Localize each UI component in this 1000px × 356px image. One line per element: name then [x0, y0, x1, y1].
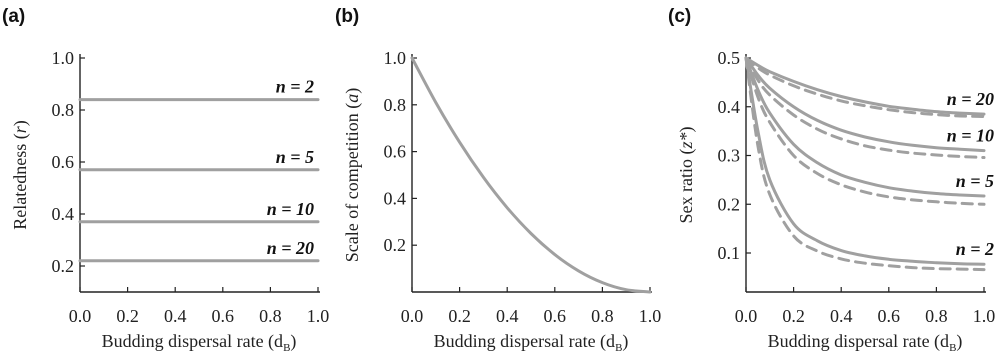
panel-c-y-axis-label: Sex ratio (z*) — [676, 127, 697, 224]
panel-c-y-tick-label: 0.4 — [718, 97, 741, 117]
panel-c-y-tick-label: 0.5 — [718, 48, 741, 68]
panel-c-series-label: n = 5 — [956, 171, 994, 191]
panel-c-series-line — [744, 56, 986, 206]
panel-a-letter: (a) — [2, 6, 25, 27]
panel-b-y-tick-label: 0.2 — [384, 235, 407, 255]
panel-c-y-tick-label: 0.3 — [718, 146, 741, 166]
panel-a-x-tick-label: 0.0 — [69, 306, 92, 326]
panel-a-y-tick-label: 0.2 — [52, 256, 75, 276]
panel-a-x-axis-label: Budding dispersal rate (dB) — [102, 331, 297, 354]
panel-c-letter: (c) — [668, 6, 691, 27]
panel-a-x-tick-label: 0.8 — [259, 306, 282, 326]
panel-b-x-tick-label: 1.0 — [639, 306, 662, 326]
panel-a-chart: 0.0 0.2 0.4 0.6 0.8 1.0 0.2 0.4 0.6 0.8 1.0 Budding… — [10, 48, 329, 354]
panel-c-y-tick-label: 0.2 — [718, 194, 741, 214]
panel-a-x-tick-label: 1.0 — [307, 306, 330, 326]
panel-b-x-tick-label: 0.0 — [401, 306, 424, 326]
panel-b-chart: 0.0 0.2 0.4 0.6 0.8 1.0 0.2 0.4 0.6 0.8 1.0 Budding… — [342, 48, 661, 354]
panel-a-y-tick-label: 0.4 — [52, 204, 75, 224]
panel-c-x-tick-label: 0.6 — [878, 306, 901, 326]
panel-b-x-tick-label: 0.6 — [544, 306, 567, 326]
panel-c-x-axis-label: Budding dispersal rate (dB) — [768, 331, 963, 354]
panel-c-x-tick-label: 0.4 — [830, 306, 853, 326]
panel-a-x-tick-label: 0.6 — [212, 306, 235, 326]
panel-b-y-tick-label: 0.4 — [384, 188, 407, 208]
panel-c-x-tick-label: 0.8 — [925, 306, 948, 326]
panel-a-y-tick-label: 0.8 — [52, 100, 75, 120]
panel-a-x-tick-label: 0.2 — [116, 306, 139, 326]
panel-b-letter: (b) — [335, 6, 359, 27]
panel-c-series-line — [744, 56, 986, 118]
panel-a-series-label: n = 5 — [276, 147, 314, 167]
panel-b-x-tick-label: 0.4 — [496, 306, 519, 326]
panel-c-series-line — [744, 56, 986, 272]
panel-a-series-label: n = 10 — [267, 199, 314, 219]
panel-b-y-axis-label: Scale of competition (a) — [342, 88, 363, 262]
panel-c-chart: 0.0 0.2 0.4 0.6 0.8 1.0 0.1 0.2 0.3 0.4 0.5 Budding… — [676, 48, 995, 354]
panel-c-series-line — [744, 56, 986, 159]
panel-b-x-tick-label: 0.2 — [448, 306, 471, 326]
panel-c-series-line — [744, 56, 986, 153]
panel-a-x-tick-label: 0.4 — [164, 306, 187, 326]
panel-c-x-tick-label: 0.0 — [735, 306, 758, 326]
panel-a-y-tick-label: 1.0 — [52, 48, 75, 68]
panel-c-x-tick-label: 0.2 — [782, 306, 805, 326]
panel-b-y-tick-label: 0.8 — [384, 95, 407, 115]
panel-a-series-label: n = 20 — [267, 238, 314, 258]
panel-b-series-line — [410, 56, 652, 294]
panel-a-y-tick-label: 0.6 — [52, 152, 75, 172]
panel-c-series-label: n = 2 — [956, 239, 994, 259]
panel-a-series-label: n = 2 — [276, 77, 314, 97]
panel-b-y-tick-label: 1.0 — [384, 48, 407, 68]
panel-b-x-axis-label: Budding dispersal rate (dB) — [434, 331, 629, 354]
panel-b-y-tick-label: 0.6 — [384, 142, 407, 162]
panel-b-x-tick-label: 0.8 — [591, 306, 614, 326]
panel-c-series-line — [744, 56, 986, 266]
panel-c-series-label: n = 20 — [947, 89, 994, 109]
panel-c-series-label: n = 10 — [947, 126, 994, 146]
panel-c-series-line — [744, 56, 986, 198]
panel-a-y-axis-label: Relatedness (r) — [10, 120, 31, 229]
panel-c-x-tick-label: 1.0 — [973, 306, 996, 326]
panel-c-series-line — [744, 56, 986, 116]
panel-c-y-tick-label: 0.1 — [718, 243, 741, 263]
